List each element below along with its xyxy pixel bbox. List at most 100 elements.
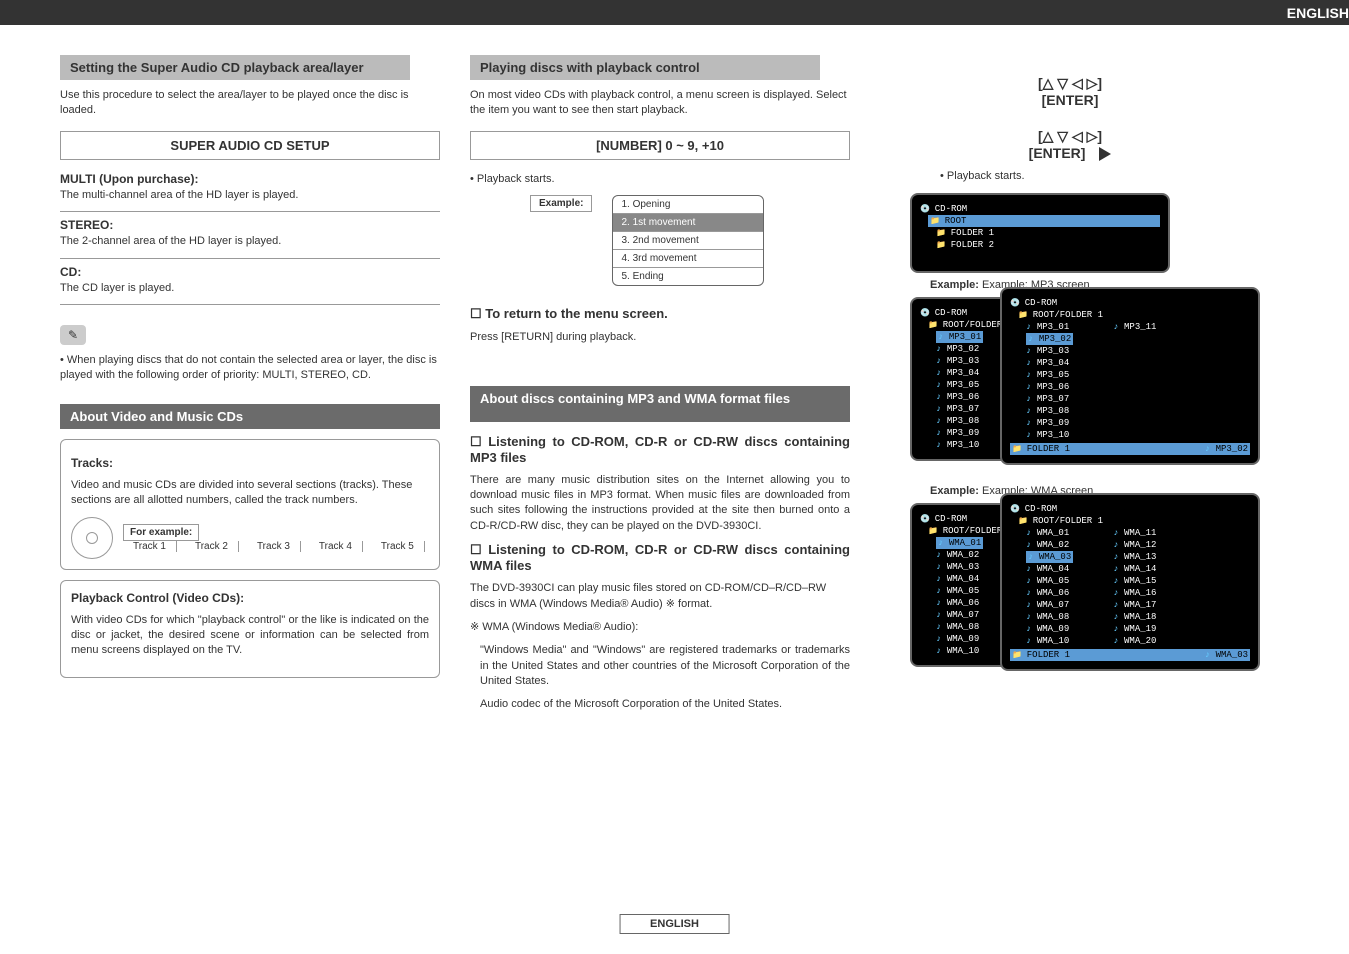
example-label: Example: <box>530 195 592 212</box>
track-item: Track 5 <box>371 541 425 552</box>
track-example: For example: Track 1 Track 2 Track 3 Tra… <box>71 517 429 559</box>
file-row: MP3_01 <box>1026 321 1073 333</box>
file-row: WMA_19 <box>1113 623 1156 635</box>
file-row: WMA_15 <box>1113 575 1156 587</box>
file-row: MP3_07 <box>936 403 983 415</box>
file-row: WMA_06 <box>936 597 983 609</box>
file-row: MP3_04 <box>1026 357 1073 369</box>
enter-label: [ENTER] <box>1029 145 1086 161</box>
pc-heading: Playback Control (Video CDs): <box>71 591 244 605</box>
wma-note-2: Audio codec of the Microsoft Corporation… <box>480 697 850 712</box>
return-heading: To return to the menu screen. <box>470 306 850 322</box>
file-row: WMA_09 <box>1026 623 1073 635</box>
menu-item: 4. 3rd movement <box>613 250 763 268</box>
divider <box>60 258 440 259</box>
root-row: ROOT/FOLDER 1 <box>1018 515 1250 527</box>
playback-control-box: Playback Control (Video CDs): With video… <box>60 580 440 678</box>
file-row: MP3_06 <box>936 391 983 403</box>
tracks-box: Tracks: Video and music CDs are divided … <box>60 439 440 570</box>
file-row: MP3_10 <box>936 439 983 451</box>
cdrom-row: CD-ROM <box>1010 297 1250 309</box>
file-row: MP3_01 <box>936 331 983 343</box>
screen-footer: FOLDER 1 WMA_03 <box>1010 649 1250 661</box>
track-item: Track 3 <box>247 541 301 552</box>
file-row: MP3_08 <box>936 415 983 427</box>
note-block: ✎ • When playing discs that do not conta… <box>60 325 440 384</box>
file-row: WMA_08 <box>1026 611 1073 623</box>
folder-row: FOLDER 1 <box>936 227 1160 239</box>
enter-label: [ENTER] <box>1042 92 1099 108</box>
file-row: WMA_11 <box>1113 527 1156 539</box>
file-row: WMA_20 <box>1113 635 1156 647</box>
file-row: MP3_03 <box>1026 345 1073 357</box>
file-row: WMA_18 <box>1113 611 1156 623</box>
file-row: MP3_10 <box>1026 429 1073 441</box>
file-row: WMA_13 <box>1113 551 1156 563</box>
file-row: MP3_08 <box>1026 405 1073 417</box>
file-row: MP3_06 <box>1026 381 1073 393</box>
wma-note-1: "Windows Media" and "Windows" are regist… <box>480 643 850 689</box>
file-row: MP3_07 <box>1026 393 1073 405</box>
file-row: WMA_17 <box>1113 599 1156 611</box>
screen-footer: FOLDER 1 MP3_02 <box>1010 443 1250 455</box>
file-row: MP3_05 <box>936 379 983 391</box>
file-row: MP3_04 <box>936 367 983 379</box>
nav-keys-1: [△ ▽ ◁ ▷] [ENTER] <box>880 75 1260 108</box>
heading-about-cds: About Video and Music CDs <box>60 404 440 429</box>
divider <box>60 211 440 212</box>
column-3: [△ ▽ ◁ ▷] [ENTER] [△ ▽ ◁ ▷] [ENTER] • Pl… <box>880 55 1260 721</box>
intro-text: Use this procedure to select the area/la… <box>60 88 440 119</box>
mp3-text: There are many music distribution sites … <box>470 473 850 535</box>
file-row: MP3_05 <box>1026 369 1073 381</box>
file-row: WMA_02 <box>936 549 983 561</box>
file-list-left: MP3_01 MP3_02 MP3_03 MP3_04 MP3_05 MP3_0… <box>920 331 983 451</box>
column-2: Playing discs with playback control On m… <box>470 55 850 721</box>
track-item: Track 2 <box>185 541 239 552</box>
menu-item: 2. 1st movement <box>613 214 763 232</box>
nav-keys-2: [△ ▽ ◁ ▷] [ENTER] <box>880 128 1260 161</box>
root-row: ROOT <box>928 215 1160 227</box>
footer-file: MP3_02 <box>1205 444 1248 454</box>
file-row: WMA_03 <box>936 561 983 573</box>
cd-text: The CD layer is played. <box>60 281 440 296</box>
footer-file: WMA_03 <box>1205 650 1248 660</box>
heading-playing-discs: Playing discs with playback control <box>470 55 820 80</box>
example-block: Example: 1. Opening 2. 1st movement 3. 2… <box>530 195 850 286</box>
menu-item: 3. 2nd movement <box>613 232 763 250</box>
heading-setting-sacd: Setting the Super Audio CD playback area… <box>60 55 410 80</box>
file-row: WMA_04 <box>1026 563 1073 575</box>
wma-note-heading: ※ WMA (Windows Media® Audio): <box>470 620 850 635</box>
playback-starts-3: • Playback starts. <box>940 169 1260 184</box>
track-item: Track 4 <box>309 541 363 552</box>
language-label: ENGLISH <box>1287 5 1349 21</box>
file-row: WMA_07 <box>1026 599 1073 611</box>
page-footer: ENGLISH <box>619 914 730 934</box>
return-text: Press [RETURN] during playback. <box>470 330 850 345</box>
file-row: WMA_12 <box>1113 539 1156 551</box>
pencil-icon: ✎ <box>60 325 86 345</box>
stereo-text: The 2-channel area of the HD layer is pl… <box>60 234 440 249</box>
file-row: WMA_03 <box>1026 551 1073 563</box>
multi-heading: MULTI (Upon purchase): <box>60 172 440 186</box>
file-list-left: WMA_01 WMA_02 WMA_03 WMA_04 WMA_05 WMA_0… <box>920 537 983 657</box>
cdrom-row: CD-ROM <box>1010 503 1250 515</box>
menu-screen: 1. Opening 2. 1st movement 3. 2nd moveme… <box>612 195 764 286</box>
file-list-left: WMA_01 WMA_02 WMA_03 WMA_04 WMA_05 WMA_0… <box>1010 527 1073 647</box>
footer-folder: FOLDER 1 <box>1012 650 1070 660</box>
file-list-right: MP3_11 <box>1113 321 1156 441</box>
file-row: WMA_09 <box>936 633 983 645</box>
multi-text: The multi-channel area of the HD layer i… <box>60 188 440 203</box>
tracks-heading: Tracks: <box>71 456 429 470</box>
for-example-label: For example: <box>123 524 199 541</box>
top-bar: ENGLISH <box>0 0 1349 25</box>
play-icon <box>1099 147 1111 161</box>
cdrom-row: CD-ROM <box>920 203 1160 215</box>
menu-item: 1. Opening <box>613 196 763 214</box>
file-list-left: MP3_01 MP3_02 MP3_03 MP3_04 MP3_05 MP3_0… <box>1010 321 1073 441</box>
wma-text: The DVD-3930CI can play music files stor… <box>470 581 850 612</box>
wma-heading: Listening to CD-ROM, CD-R or CD-RW discs… <box>470 542 850 573</box>
menu-item: 5. Ending <box>613 268 763 285</box>
file-row: MP3_11 <box>1113 321 1156 333</box>
screen-wma-b: CD-ROM ROOT/FOLDER 1 WMA_01 WMA_02 WMA_0… <box>1000 493 1260 671</box>
playback-starts-text: • Playback starts. <box>470 172 850 187</box>
